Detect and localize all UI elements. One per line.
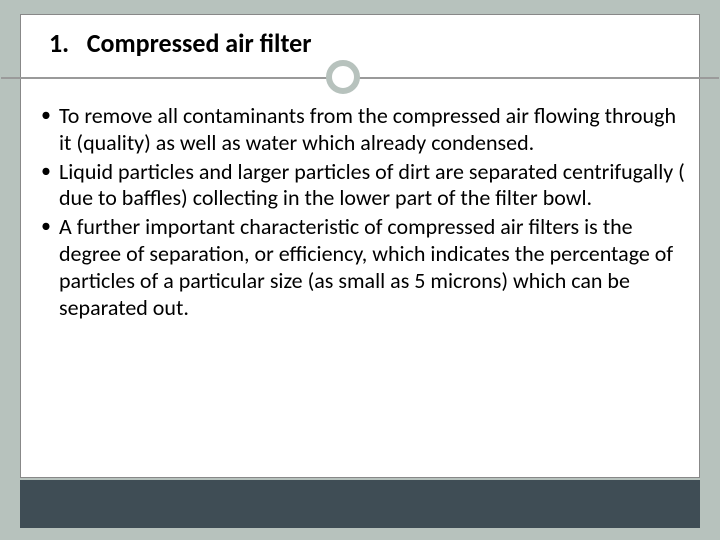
list-item: Liquid particles and larger particles of… xyxy=(35,159,685,213)
bottom-bar xyxy=(20,480,700,528)
divider-line xyxy=(1,77,719,79)
heading-number: 1. xyxy=(49,27,69,59)
bullet-list: To remove all contaminants from the comp… xyxy=(35,103,685,322)
heading-title: Compressed air filter xyxy=(87,27,312,59)
list-item: To remove all contaminants from the comp… xyxy=(35,103,685,157)
slide-heading: 1. Compressed air filter xyxy=(21,15,699,77)
slide-body: To remove all contaminants from the comp… xyxy=(21,77,699,322)
slide-card: 1. Compressed air filter To remove all c… xyxy=(20,14,700,478)
list-item: A further important characteristic of co… xyxy=(35,214,685,321)
ring-icon xyxy=(326,60,360,94)
